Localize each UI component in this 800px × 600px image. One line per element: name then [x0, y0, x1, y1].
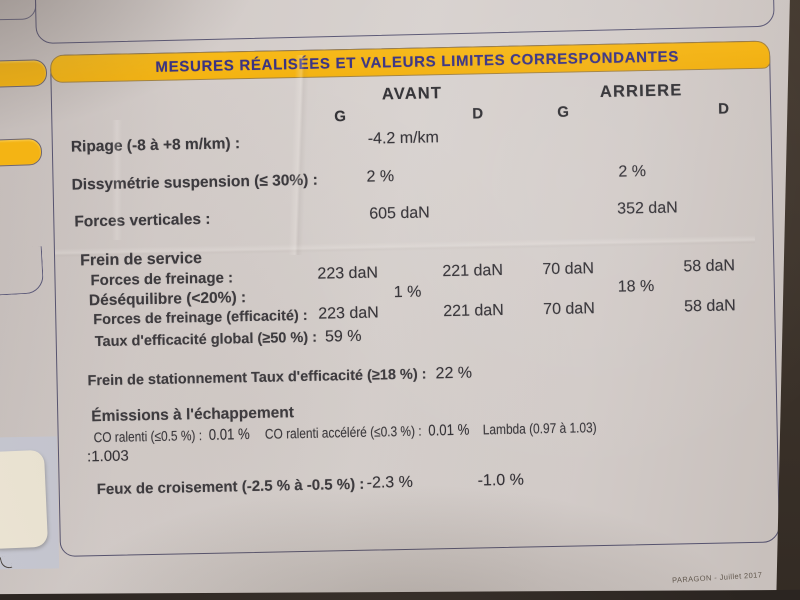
lambda-value: :1.003 [86, 447, 129, 466]
taux-efficacite-global-label: Taux d'efficacité global (≥50 %) : [94, 329, 318, 351]
forces-verticales-value-avant: 605 daN [369, 204, 430, 223]
row-feux-croisement: Feux de croisement (-2.5 % à -0.5 %) : -… [60, 467, 778, 499]
desequilibre-label: Déséquilibre (<20%) : [88, 289, 247, 310]
left-yellow-tab-2 [0, 137, 43, 168]
forces-freinage-efficacite-label: Forces de freinage (efficacité) : [93, 307, 308, 329]
frein-stationnement-value: 22 % [435, 364, 473, 383]
forces-freinage-efficacite-avant-g: 223 daN [318, 304, 379, 323]
frein-service-heading: Frein de service [79, 249, 203, 270]
frein-stationnement-label: Frein de stationnement Taux d'efficacité… [87, 366, 427, 390]
section-banner: MESURES RÉALISÉES ET VALEURS LIMITES COR… [50, 40, 771, 83]
photo-background-right-edge [775, 0, 800, 600]
left-box-corner-fragment [0, 246, 45, 297]
desequilibre-value-arriere: 18 % [617, 277, 655, 296]
dissymetrie-label: Dissymétrie suspension (≤ 30%) : [71, 171, 319, 194]
ripage-value: -4.2 m/km [367, 129, 440, 148]
forces-freinage-efficacite-avant-d: 221 daN [443, 301, 504, 321]
feux-croisement-value-d: -1.0 % [477, 471, 525, 490]
subcolumn-g-rear: G [557, 103, 570, 121]
top-left-box-fragment [0, 0, 37, 21]
forces-freinage-efficacite-arriere-d: 58 daN [684, 297, 736, 316]
section-title: MESURES RÉALISÉES ET VALEURS LIMITES COR… [155, 47, 680, 76]
forces-freinage-efficacite-arriere-g: 70 daN [543, 300, 595, 319]
print-credit: PARAGON - Juillet 2017 [671, 570, 763, 585]
measurements-box: MESURES RÉALISÉES ET VALEURS LIMITES COR… [50, 40, 780, 557]
row-frein-stationnement: Frein de stationnement Taux d'efficacité… [87, 365, 472, 391]
row-taux-efficacite-global: Taux d'efficacité global (≥50 %) : 59 % [95, 328, 362, 351]
column-header-arriere: ARRIERE [599, 81, 683, 101]
dissymetrie-value-avant: 2 % [366, 168, 395, 186]
forces-freinage-avant-d: 221 daN [442, 261, 504, 281]
left-yellow-tab-1 [0, 59, 48, 88]
row-forces-verticales: Forces verticales : 605 daN 352 daN [54, 199, 772, 232]
subcolumn-d-front: D [472, 105, 484, 123]
co-ralenti-value: 0.01 % [208, 426, 250, 444]
taux-efficacite-global-value: 59 % [324, 327, 362, 346]
bottom-left-sticker-label [0, 449, 49, 550]
subcolumn-d-rear: D [718, 100, 730, 118]
forces-freinage-arriere-g: 70 daN [542, 260, 595, 279]
photo-background-bottom-edge [0, 589, 800, 600]
emissions-heading: Émissions à l'échappement [91, 404, 295, 426]
feux-croisement-label: Feux de croisement (-2.5 % à -0.5 %) : [96, 475, 365, 499]
co-accelere-value: 0.01 % [428, 421, 470, 440]
forces-freinage-label: Forces de freinage : [90, 269, 234, 290]
row-dissymetrie: Dissymétrie suspension (≤ 30%) : 2 % 2 % [53, 163, 771, 195]
forces-freinage-avant-g: 223 daN [317, 264, 379, 283]
co-ralenti-label: CO ralenti (≤0.5 %) : [93, 427, 203, 446]
column-header-avant: AVANT [381, 84, 443, 104]
co-accelere-label: CO ralenti accéléré (≤0.3 %) : [264, 422, 422, 442]
dissymetrie-value-arriere: 2 % [618, 163, 647, 181]
ripage-label: Ripage (-8 à +8 m/km) : [70, 135, 241, 156]
top-box-fragment [33, 0, 775, 44]
lambda-value-line: :1.003 [87, 448, 129, 466]
subcolumn-g-front: G [334, 108, 347, 126]
desequilibre-value-avant: 1 % [393, 283, 422, 302]
feux-croisement-value-g: -2.3 % [366, 473, 414, 492]
forces-verticales-value-arriere: 352 daN [617, 199, 678, 218]
forces-freinage-arriere-d: 58 daN [683, 257, 736, 276]
lambda-label: Lambda (0.97 à 1.03) [482, 419, 597, 438]
forces-verticales-label: Forces verticales : [74, 210, 211, 231]
